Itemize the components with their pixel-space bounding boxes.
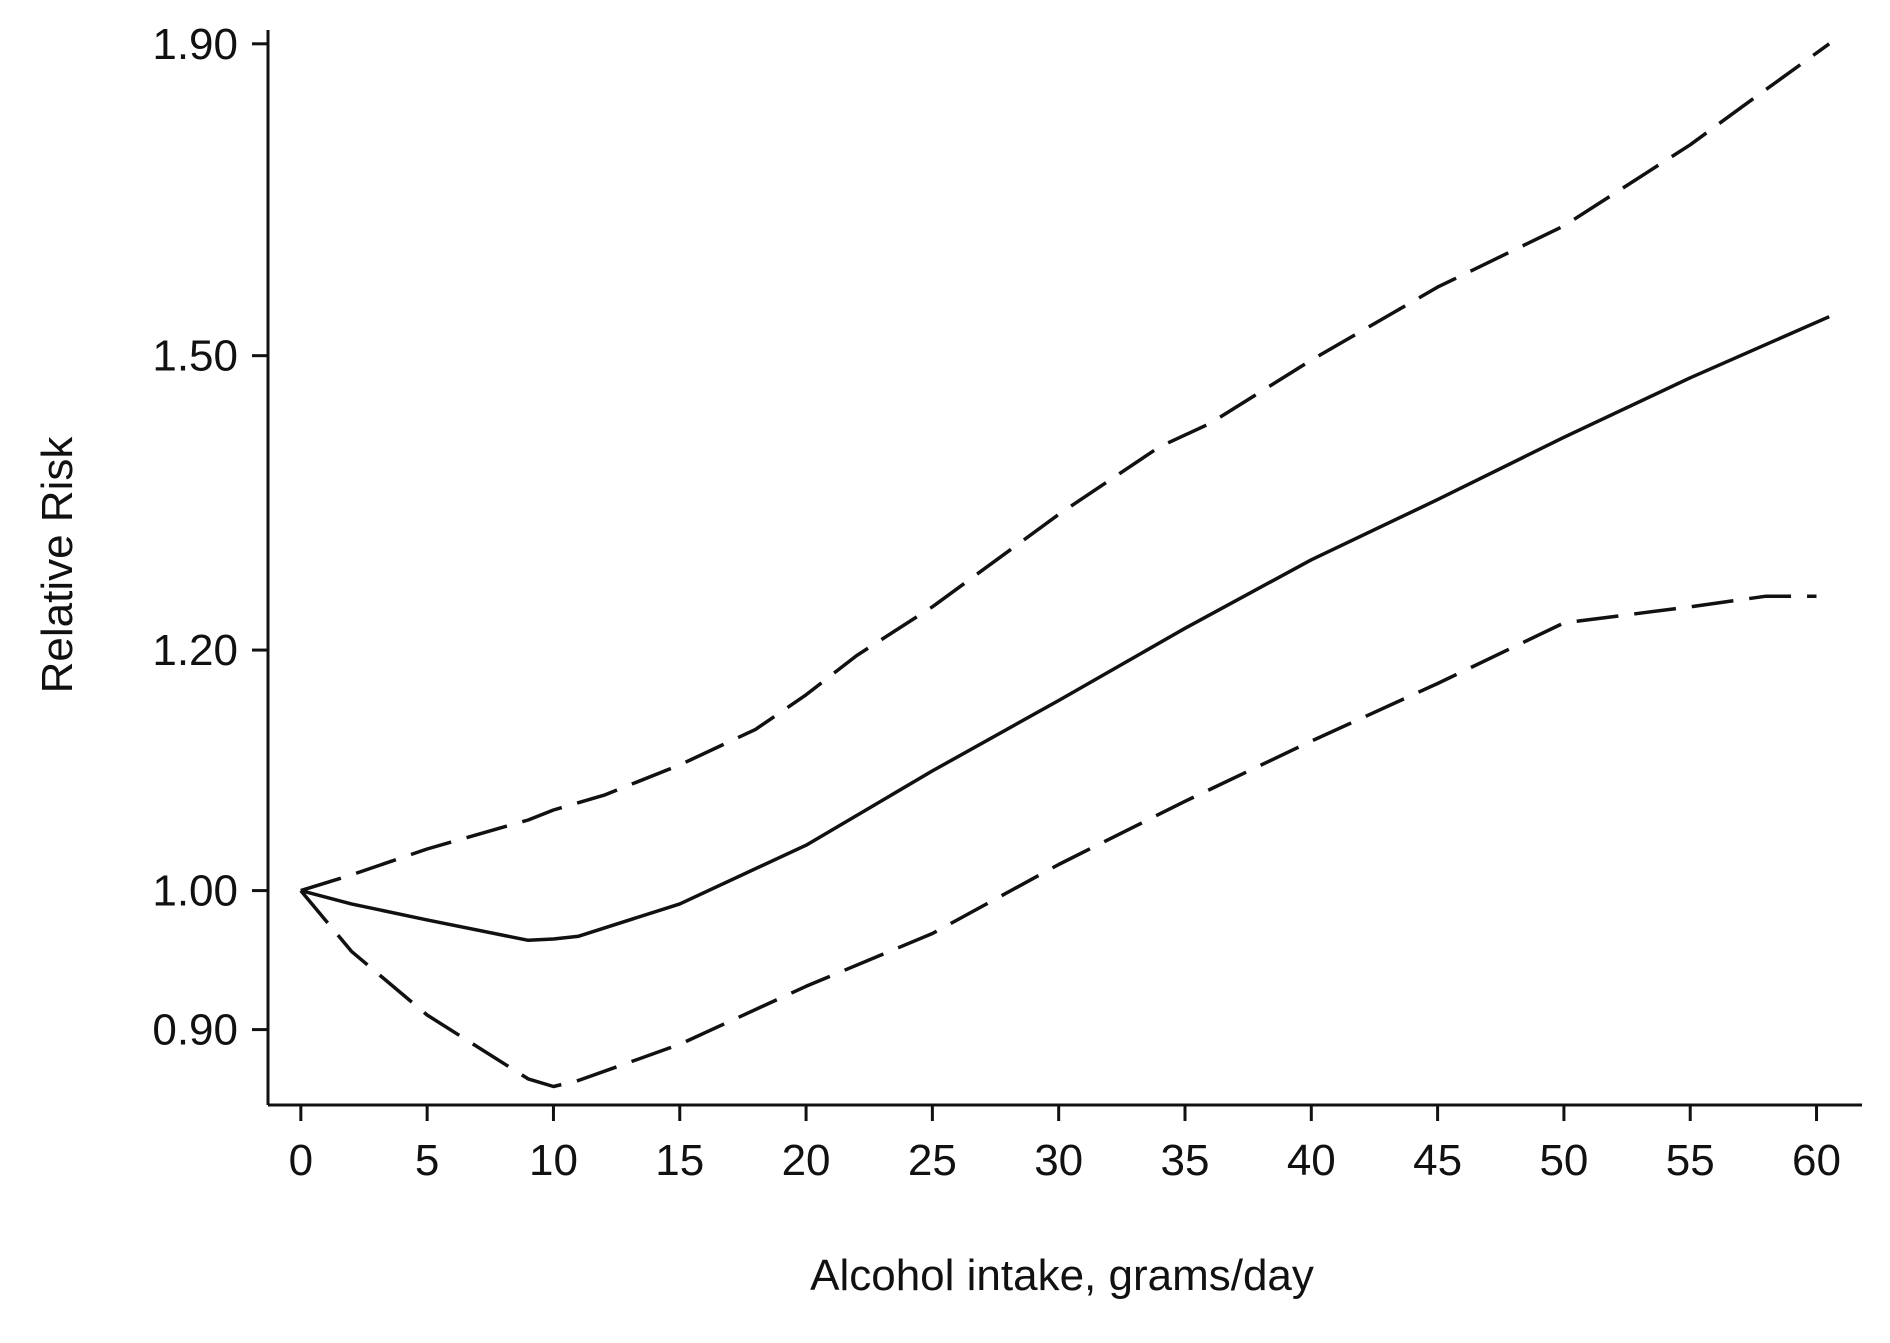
y-tick-label: 1.20 [152, 626, 238, 675]
x-tick-label: 40 [1287, 1136, 1336, 1185]
x-tick-label: 35 [1161, 1136, 1210, 1185]
x-tick-label: 25 [908, 1136, 957, 1185]
x-tick-label: 55 [1666, 1136, 1715, 1185]
confidence-limit-line-1 [300, 42, 1831, 893]
x-tick-label: 10 [529, 1136, 578, 1185]
x-axis-title: Alcohol intake, grams/day [810, 1251, 1314, 1300]
y-axis-ticks: 0.90 1.00 1.20 1.50 1.90 [152, 20, 268, 1055]
y-tick-label: 1.90 [152, 20, 238, 69]
series-layer [299, 42, 1831, 1089]
x-tick-label: 5 [415, 1136, 439, 1185]
x-tick-label: 15 [655, 1136, 704, 1185]
x-tick-label: 30 [1034, 1136, 1083, 1185]
estimate-line-0 [300, 315, 1830, 943]
x-axis-ticks: 0 5 10 15 20 25 30 35 40 45 50 55 60 [289, 1105, 1841, 1185]
y-tick-label: 1.50 [152, 332, 238, 381]
y-tick-label: 1.00 [152, 867, 238, 916]
x-tick-label: 50 [1539, 1136, 1588, 1185]
x-tick-label: 60 [1792, 1136, 1841, 1185]
confidence-limit-line-2 [299, 594, 1817, 1089]
y-tick-label: 0.90 [152, 1006, 238, 1055]
x-tick-label: 20 [782, 1136, 831, 1185]
axes [266, 30, 1862, 1107]
x-tick-label: 45 [1413, 1136, 1462, 1185]
y-axis-title: Relative Risk [33, 436, 82, 694]
x-tick-label: 0 [289, 1136, 313, 1185]
